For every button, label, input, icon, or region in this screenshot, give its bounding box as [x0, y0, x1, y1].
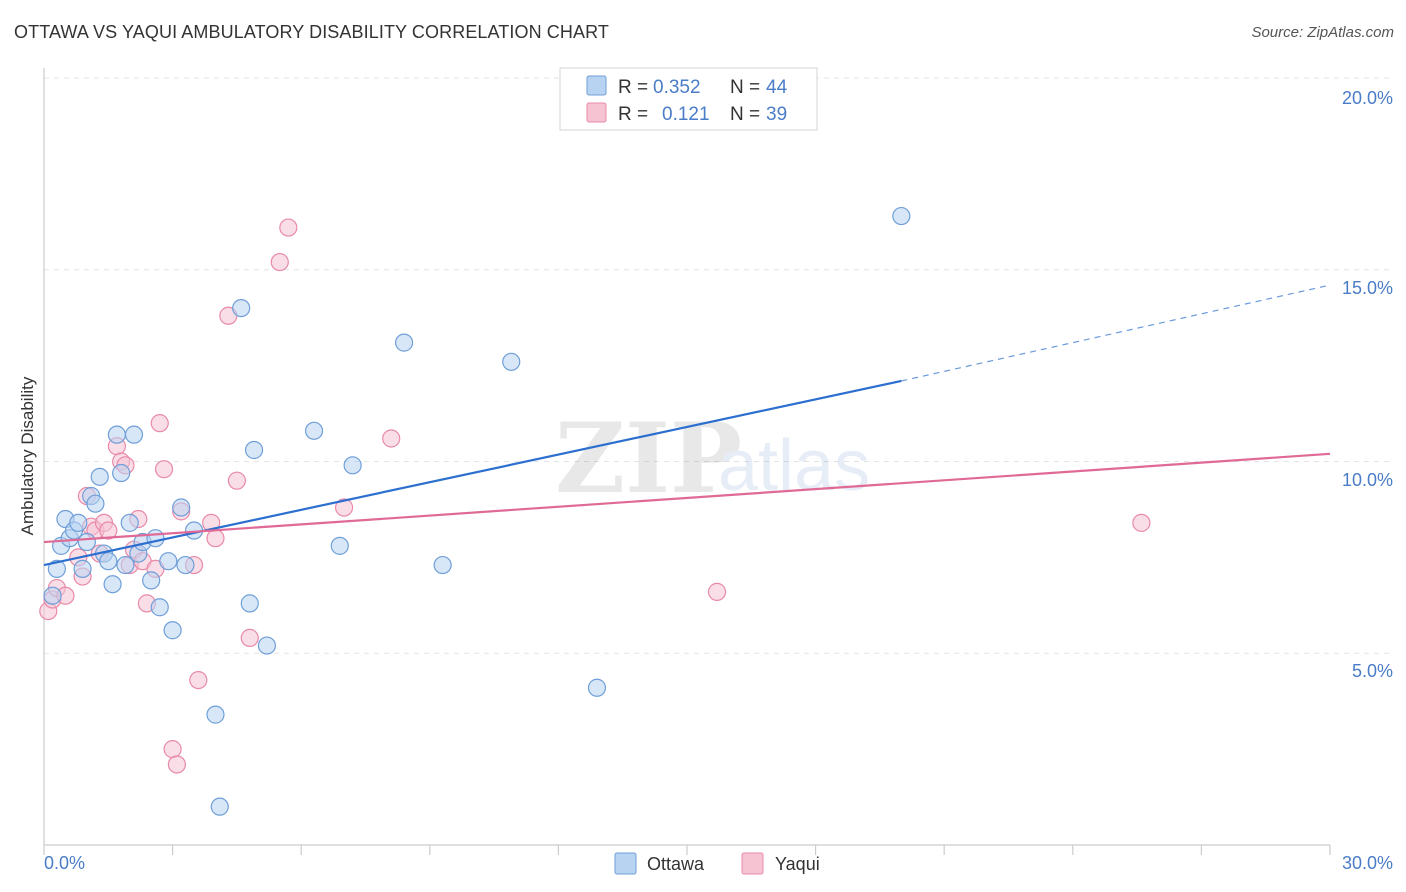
ottawa-point	[330, 536, 349, 555]
y-tick-labels: 5.0% 10.0% 15.0% 20.0%	[1342, 88, 1393, 681]
ottawa-point	[90, 467, 109, 486]
ottawa-point	[176, 555, 195, 575]
ottawa-point	[107, 425, 126, 444]
yaqui-point	[99, 521, 118, 540]
yaqui-point	[334, 498, 354, 517]
trend-lines	[43, 284, 1331, 567]
y-tick-label-20: 20.0%	[1342, 88, 1393, 108]
yaqui-point	[1132, 513, 1151, 532]
ottawa-point	[587, 678, 607, 697]
ottawa-point	[210, 797, 229, 816]
yaqui-n-label: N =	[730, 104, 760, 125]
ottawa-n-value: 44	[766, 77, 788, 98]
ottawa-point	[124, 425, 144, 444]
gridlines	[44, 77, 1390, 654]
ottawa-point	[103, 575, 122, 594]
yaqui-series-label: Yaqui	[775, 854, 820, 874]
ottawa-point	[112, 463, 131, 483]
ottawa-series-label: Ottawa	[647, 854, 705, 874]
yaqui-point	[206, 529, 225, 548]
ottawa-points	[43, 206, 911, 816]
stats-legend: R = 0.352 N = 44 R = 0.121 N = 39	[559, 67, 818, 131]
yaqui-r-label: R =	[618, 104, 648, 125]
yaqui-n-value: 39	[766, 104, 787, 125]
ottawa-point	[99, 552, 118, 571]
ottawa-point	[304, 421, 324, 440]
ottawa-point	[232, 299, 251, 318]
ottawa-point	[343, 456, 362, 475]
ottawa-point	[502, 352, 521, 371]
ottawa-point	[394, 333, 414, 352]
series-legend: Ottawa Yaqui	[614, 852, 820, 875]
ottawa-point	[86, 494, 105, 513]
yaqui-r-value: 0.121	[662, 104, 710, 125]
watermark: ZIP atlas	[555, 402, 870, 515]
ottawa-point	[150, 598, 169, 617]
chart-source: Source: ZipAtlas.com	[1251, 24, 1394, 41]
ottawa-point	[47, 559, 66, 578]
yaqui-point	[707, 582, 727, 601]
ottawa-point	[163, 621, 182, 640]
ottawa-legend-swatch	[586, 75, 607, 96]
ottawa-point	[433, 555, 452, 575]
y-tick-label-15: 15.0%	[1342, 278, 1393, 298]
yaqui-point	[189, 670, 208, 690]
yaqui-point	[150, 414, 169, 433]
x-tick-label-30: 30.0%	[1342, 853, 1393, 873]
ottawa-r-label: R =	[618, 77, 648, 98]
yaqui-point	[382, 429, 401, 448]
ottawa-point	[77, 532, 96, 552]
yaqui-series-swatch	[741, 852, 764, 875]
ottawa-point	[257, 636, 277, 655]
ottawa-point	[159, 552, 178, 571]
yaqui-legend-swatch	[586, 102, 607, 123]
yaqui-point	[279, 218, 298, 237]
ottawa-point	[73, 559, 92, 578]
y-tick-label-5: 5.0%	[1352, 661, 1393, 681]
watermark-atlas: atlas	[718, 426, 870, 506]
chart-title: OTTAWA VS YAQUI AMBULATORY DISABILITY CO…	[14, 22, 609, 42]
x-tick-labels: 0.0% 30.0%	[44, 853, 1393, 873]
ottawa-point	[206, 705, 225, 724]
yaqui-point	[227, 471, 246, 490]
y-axis-label: Ambulatory Disability	[18, 376, 37, 535]
yaqui-trend-line	[43, 452, 1331, 544]
yaqui-point	[154, 460, 174, 479]
yaqui-point	[270, 252, 289, 272]
x-tick-label-0: 0.0%	[44, 853, 85, 873]
ottawa-point	[244, 440, 264, 460]
ottawa-trend-line	[43, 379, 902, 567]
ottawa-series-swatch	[614, 852, 637, 875]
ottawa-point	[116, 555, 135, 575]
ottawa-point	[142, 571, 161, 590]
y-tick-label-10: 10.0%	[1342, 470, 1393, 490]
ottawa-point	[69, 513, 88, 532]
ottawa-point	[172, 498, 191, 517]
ottawa-trend-extension	[901, 284, 1331, 382]
ottawa-point	[240, 594, 259, 613]
ottawa-n-label: N =	[730, 77, 760, 98]
ottawa-point	[43, 586, 62, 605]
yaqui-point	[167, 755, 186, 774]
ottawa-point	[892, 206, 911, 226]
ottawa-point	[146, 529, 165, 548]
ottawa-r-value: 0.352	[653, 77, 701, 98]
ottawa-point	[120, 513, 139, 532]
watermark-zip: ZIP	[555, 402, 742, 515]
yaqui-point	[240, 628, 259, 648]
yaqui-point	[163, 740, 182, 759]
x-axis-ticks	[43, 845, 1331, 855]
